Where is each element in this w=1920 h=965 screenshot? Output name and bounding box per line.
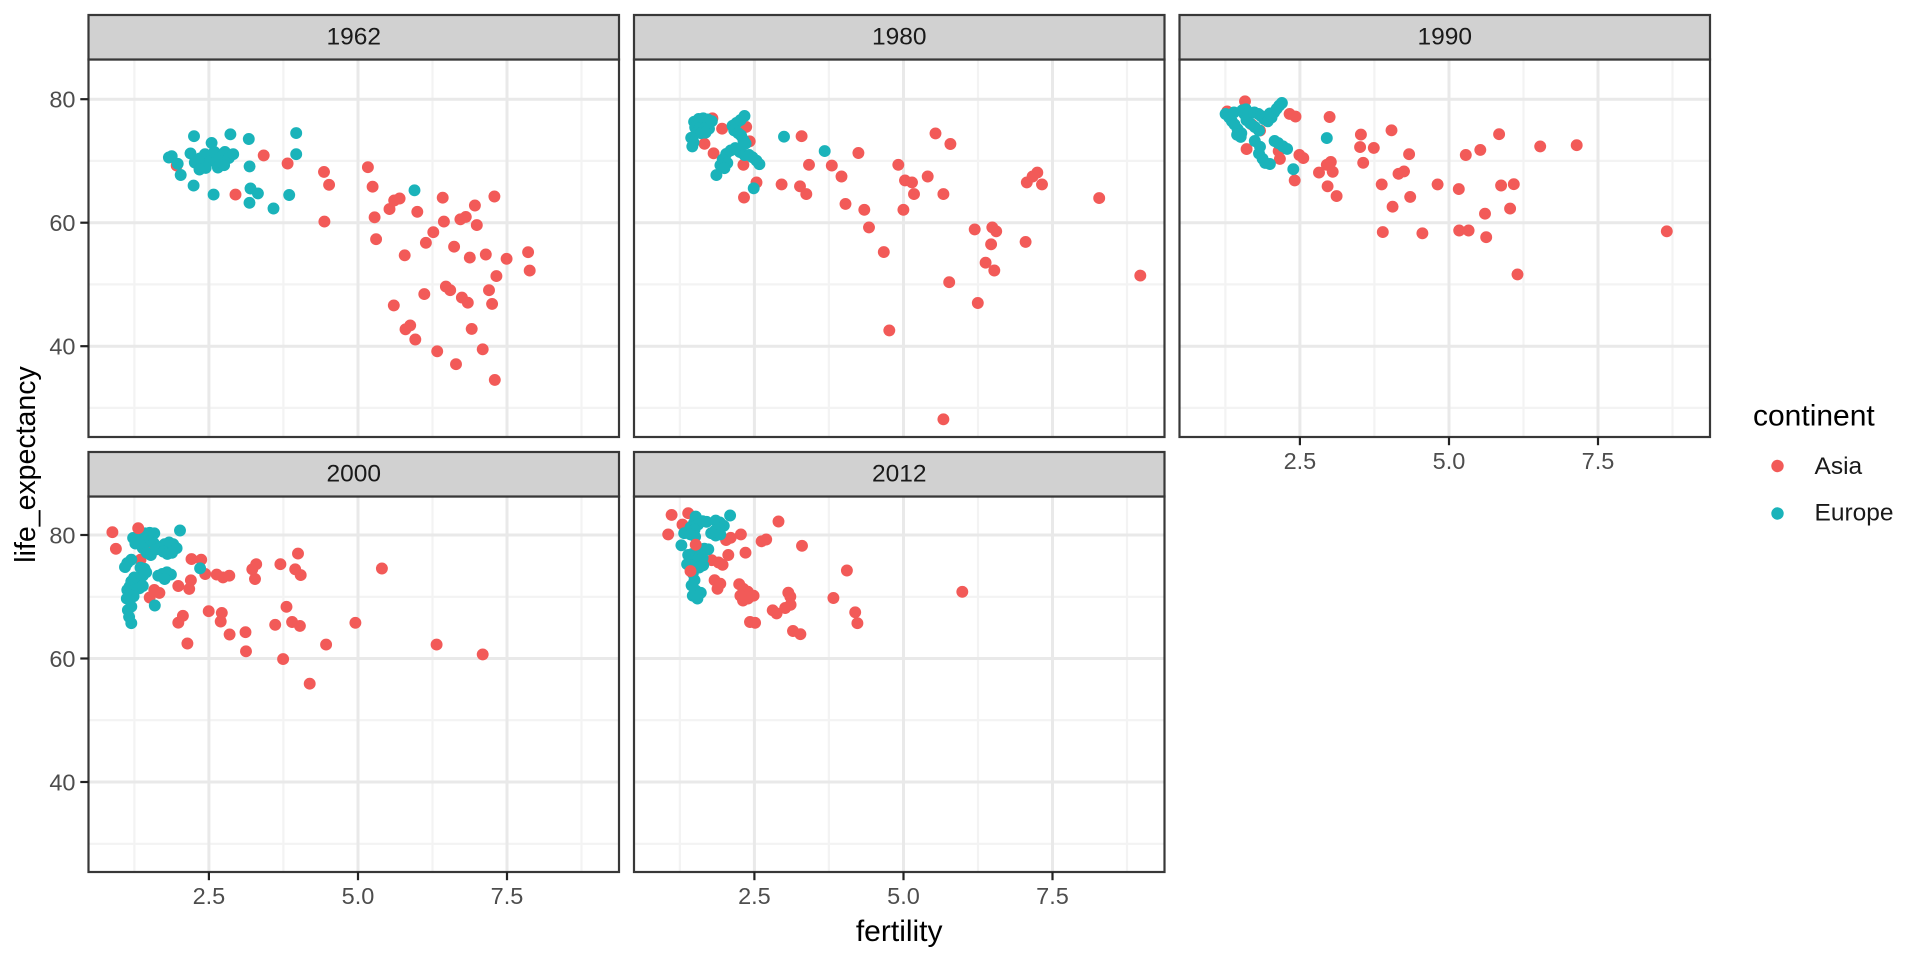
svg-text:60: 60 [49, 210, 75, 236]
svg-text:1980: 1980 [872, 24, 927, 51]
svg-text:5.0: 5.0 [887, 883, 920, 909]
svg-text:2000: 2000 [327, 461, 382, 488]
svg-text:40: 40 [49, 770, 75, 796]
svg-text:1962: 1962 [327, 24, 382, 51]
svg-text:Asia: Asia [1815, 453, 1863, 480]
svg-text:2.5: 2.5 [738, 883, 771, 909]
svg-text:60: 60 [49, 646, 75, 672]
svg-text:40: 40 [49, 334, 75, 360]
svg-text:7.5: 7.5 [491, 883, 524, 909]
svg-text:7.5: 7.5 [1582, 448, 1615, 474]
svg-text:Europe: Europe [1815, 499, 1894, 526]
svg-text:life_expectancy: life_expectancy [10, 366, 42, 563]
svg-text:5.0: 5.0 [342, 883, 375, 909]
svg-text:7.5: 7.5 [1036, 883, 1069, 909]
svg-text:80: 80 [49, 87, 75, 113]
svg-text:continent: continent [1753, 400, 1875, 433]
svg-text:fertility: fertility [856, 915, 943, 948]
svg-text:2012: 2012 [872, 461, 927, 488]
svg-text:1990: 1990 [1418, 24, 1473, 51]
svg-text:80: 80 [49, 523, 75, 549]
svg-text:5.0: 5.0 [1433, 448, 1466, 474]
svg-text:2.5: 2.5 [193, 883, 226, 909]
svg-text:2.5: 2.5 [1284, 448, 1317, 474]
